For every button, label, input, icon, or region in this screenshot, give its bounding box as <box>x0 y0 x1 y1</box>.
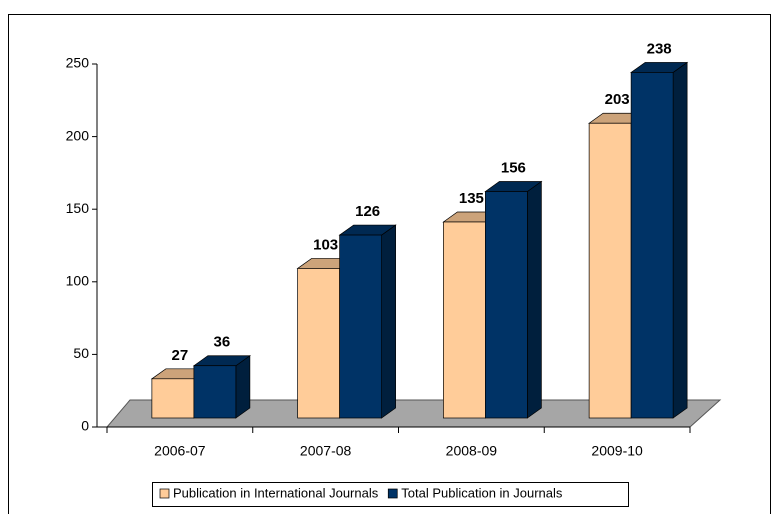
value-label: 27 <box>172 347 189 364</box>
bar-side <box>235 355 251 419</box>
value-label: 135 <box>459 190 484 207</box>
value-label: 203 <box>605 91 630 108</box>
bar-front <box>588 122 632 419</box>
bar-front <box>339 234 382 419</box>
bar-front <box>630 72 674 419</box>
x-tick-label: 2007-08 <box>300 443 352 459</box>
bar-side <box>527 180 542 419</box>
x-tick-label: 2009-10 <box>591 443 643 459</box>
bar-side <box>381 224 396 419</box>
y-tick-label: 150 <box>66 200 90 216</box>
y-tick-label: 0 <box>81 418 89 434</box>
y-tick-label: 250 <box>66 55 90 71</box>
value-label: 36 <box>214 334 231 351</box>
bar <box>338 224 397 419</box>
x-tick-label: 2008-09 <box>446 443 498 459</box>
y-tick-label: 50 <box>73 345 89 361</box>
bar-front <box>151 378 195 419</box>
bar-front <box>193 365 237 419</box>
y-tick-label: 100 <box>66 273 90 289</box>
value-label: 126 <box>355 203 380 220</box>
y-tick-label: 200 <box>66 127 90 143</box>
legend-swatch <box>387 488 398 499</box>
bar-front <box>443 221 486 419</box>
bar <box>192 355 251 419</box>
bar <box>630 61 689 419</box>
x-tick-label: 2006-07 <box>154 443 206 459</box>
legend-label: Publication in International Journals <box>173 485 379 500</box>
value-label: 156 <box>501 159 526 176</box>
bar-side <box>672 61 688 419</box>
value-label: 238 <box>647 40 672 57</box>
bar-front <box>297 268 340 419</box>
bar <box>484 180 543 419</box>
legend-label: Total Publication in Journals <box>401 485 563 500</box>
legend-swatch <box>159 488 170 499</box>
bar-front <box>485 191 528 419</box>
value-label: 103 <box>313 236 338 253</box>
